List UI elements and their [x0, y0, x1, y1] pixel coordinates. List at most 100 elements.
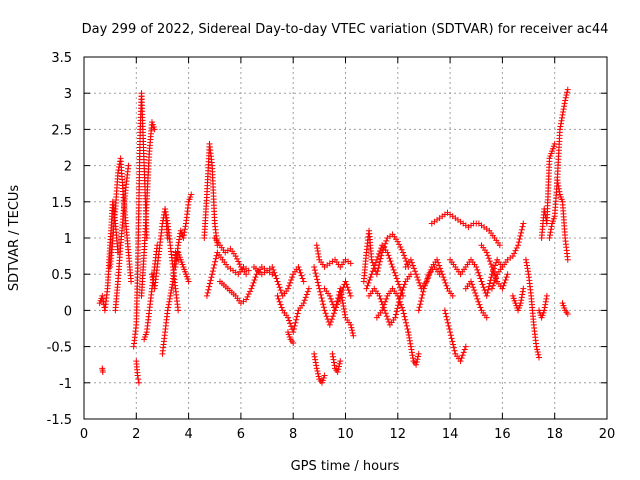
trace-marker: [168, 287, 175, 294]
trace-marker: [334, 298, 341, 305]
trace-marker: [414, 356, 421, 363]
trace-marker: [341, 311, 348, 318]
y-tick-label: 3: [64, 87, 72, 102]
trace-marker: [327, 318, 334, 325]
data-point: [313, 365, 320, 372]
trace-marker: [346, 290, 353, 297]
data-point: [483, 292, 490, 299]
data-point: [284, 314, 291, 321]
x-tick-label: 16: [494, 427, 511, 442]
trace-marker: [398, 290, 405, 297]
y-axis-label: SDTVAR / TECUs: [7, 185, 22, 292]
trace-marker: [546, 232, 553, 239]
trace-marker: [397, 244, 404, 251]
trace-marker: [340, 303, 347, 310]
trace-marker: [374, 253, 381, 260]
data-point: [334, 368, 341, 375]
trace-marker: [322, 310, 329, 317]
trace-marker: [383, 237, 390, 244]
data-point: [488, 285, 495, 292]
trace-marker: [480, 284, 487, 291]
trace-marker: [416, 279, 423, 286]
trace-marker: [330, 359, 337, 366]
trace-marker: [385, 252, 392, 259]
data-point: [326, 292, 333, 299]
trace-marker: [208, 274, 215, 281]
trace-marker: [332, 304, 339, 311]
trace-marker: [290, 326, 297, 333]
data-point: [203, 292, 210, 299]
trace-marker: [278, 304, 285, 311]
trace-marker: [330, 356, 337, 363]
x-tick-label: 14: [442, 427, 459, 442]
data-point: [347, 292, 354, 299]
trace-marker: [519, 288, 526, 295]
chart-title: Day 299 of 2022, Sidereal Day-to-day VTE…: [82, 22, 609, 37]
data-point: [148, 271, 155, 278]
trace-marker: [525, 268, 532, 275]
y-tick-label: 3.5: [51, 51, 72, 66]
trace-marker: [409, 355, 416, 362]
trace-marker: [335, 366, 342, 373]
data-point: [400, 249, 407, 256]
trace-marker: [411, 265, 418, 272]
data-point: [546, 235, 553, 241]
trace-marker: [286, 282, 293, 289]
trace-marker: [447, 332, 454, 339]
trace-marker: [402, 316, 409, 323]
trace-marker: [163, 214, 170, 221]
trace-marker: [518, 294, 525, 301]
trace-marker: [292, 319, 299, 326]
trace-marker: [492, 262, 499, 269]
y-tick-label: -1: [59, 377, 72, 392]
trace-marker: [418, 294, 425, 301]
data-point: [473, 263, 480, 270]
data-point: [232, 253, 239, 260]
data-point: [520, 285, 527, 292]
trace-marker: [423, 279, 430, 286]
x-axis-label: GPS time / hours: [291, 459, 400, 474]
trace-marker: [210, 264, 217, 271]
data-point: [128, 278, 135, 285]
data-point: [373, 271, 380, 278]
trace-marker: [176, 236, 183, 243]
trace-marker: [276, 284, 283, 291]
trace-marker: [443, 313, 450, 320]
trace-marker: [380, 304, 387, 311]
trace-marker: [555, 182, 562, 189]
trace-marker: [304, 288, 311, 295]
data-point: [533, 343, 540, 350]
trace-marker: [381, 301, 388, 308]
data-point: [394, 278, 401, 285]
trace-marker: [312, 359, 319, 366]
data-point: [384, 249, 391, 256]
x-tick-label: 0: [80, 427, 88, 442]
data-point: [243, 296, 250, 303]
trace-marker: [401, 252, 408, 259]
data-point: [347, 260, 354, 267]
data-point: [245, 267, 252, 274]
trace-marker: [425, 272, 432, 279]
trace-marker: [212, 258, 219, 265]
trace-marker: [327, 295, 334, 302]
trace-marker: [560, 106, 567, 113]
trace-marker: [395, 281, 402, 288]
trace-marker: [314, 279, 321, 286]
trace-marker: [557, 123, 564, 130]
trace-marker: [166, 295, 173, 302]
trace-marker: [392, 272, 399, 279]
trace-marker: [387, 258, 394, 265]
trace-marker: [165, 301, 172, 308]
trace-marker: [298, 272, 305, 279]
trace-marker: [395, 295, 402, 302]
data-point: [290, 339, 297, 346]
trace-marker: [442, 279, 449, 286]
trace-marker: [319, 298, 326, 305]
trace-marker: [340, 305, 347, 312]
trace-marker: [486, 258, 493, 265]
trace-marker: [517, 232, 524, 239]
trace-marker: [448, 335, 455, 342]
data-point: [290, 329, 297, 336]
trace-marker: [271, 269, 278, 276]
trace-marker: [474, 266, 481, 273]
